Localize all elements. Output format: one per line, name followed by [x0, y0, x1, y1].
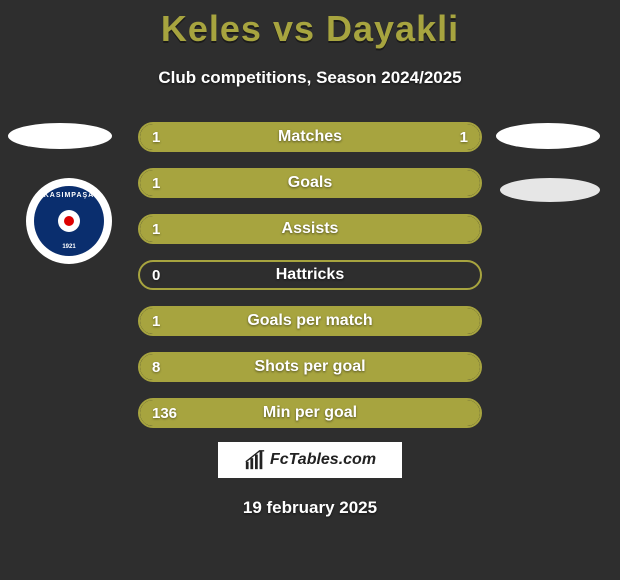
- stat-value-left: 1: [152, 216, 160, 242]
- club-badge-year: 1921: [34, 244, 104, 250]
- stat-fill-left: [140, 354, 480, 380]
- stat-row: Matches11: [138, 122, 482, 152]
- footer-date: 19 february 2025: [0, 498, 620, 518]
- stat-value-left: 1: [152, 170, 160, 196]
- stat-fill-left: [140, 216, 480, 242]
- stat-label: Hattricks: [140, 262, 480, 288]
- stat-value-left: 8: [152, 354, 160, 380]
- club-logo-placeholder-right: [500, 178, 600, 202]
- site-logo: FcTables.com: [218, 442, 402, 478]
- player-photo-placeholder-left: [8, 123, 112, 149]
- bar-chart-icon: [244, 449, 266, 471]
- stat-row: Min per goal136: [138, 398, 482, 428]
- page-subtitle: Club competitions, Season 2024/2025: [0, 68, 620, 88]
- page-title: Keles vs Dayakli: [0, 0, 620, 50]
- club-badge-left: KASIMPAŞA 1921: [26, 178, 112, 264]
- player-photo-placeholder-right: [496, 123, 600, 149]
- stat-fill-left: [140, 400, 480, 426]
- club-badge-name: KASIMPAŞA: [34, 192, 104, 199]
- club-badge-flag-icon: [58, 210, 80, 232]
- stat-row: Assists1: [138, 214, 482, 244]
- stat-value-left: 1: [152, 308, 160, 334]
- stat-fill-left: [140, 308, 480, 334]
- stat-row: Goals1: [138, 168, 482, 198]
- stat-fill-left: [140, 170, 480, 196]
- stat-row: Shots per goal8: [138, 352, 482, 382]
- stat-fill-left: [140, 124, 310, 150]
- club-badge-inner: KASIMPAŞA 1921: [34, 186, 104, 256]
- stat-row: Hattricks0: [138, 260, 482, 290]
- stat-value-left: 1: [152, 124, 160, 150]
- stat-value-left: 136: [152, 400, 177, 426]
- stat-row: Goals per match1: [138, 306, 482, 336]
- stat-value-left: 0: [152, 262, 160, 288]
- stat-fill-right: [310, 124, 480, 150]
- site-logo-text: FcTables.com: [270, 451, 376, 469]
- stat-value-right: 1: [460, 124, 468, 150]
- stats-comparison-block: Matches11Goals1Assists1Hattricks0Goals p…: [138, 122, 482, 444]
